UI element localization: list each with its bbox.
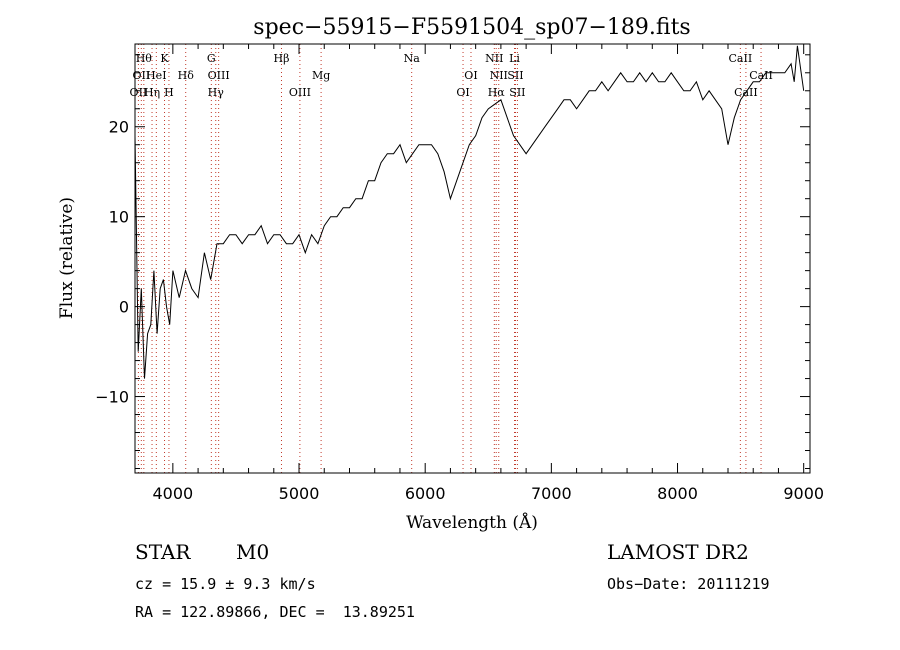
y-tick-label: 20 xyxy=(109,118,129,137)
line-label: OIII xyxy=(208,69,230,82)
x-tick-label: 6000 xyxy=(405,484,446,503)
spectrum-line xyxy=(134,45,805,379)
axes: 4000 5000 6000 7000 8000 9000 −10 0 10 20 xyxy=(95,44,824,503)
x-axis-label: Wavelength (Å) xyxy=(406,512,538,533)
line-label: Hθ xyxy=(136,52,153,65)
line-label: Hβ xyxy=(274,52,290,65)
line-label: Hδ xyxy=(178,69,195,82)
line-label: HeI xyxy=(146,69,166,82)
emission-line-markers xyxy=(137,44,762,473)
line-label: Hη xyxy=(144,86,160,99)
line-label: Hγ xyxy=(208,86,225,99)
line-label: Mg xyxy=(312,69,330,82)
line-label: OII xyxy=(130,86,148,99)
y-tick-label: −10 xyxy=(95,388,129,407)
y-axis-label: Flux (relative) xyxy=(57,197,77,319)
y-tick-label: 10 xyxy=(109,208,129,227)
emission-line-labels: OIIOIIHθHηHeIKHHδGHγOIIIHβOIIIMgNaOIOINI… xyxy=(130,52,773,99)
line-label: OII xyxy=(132,69,150,82)
plot-frame xyxy=(134,43,811,474)
line-label: OI xyxy=(464,69,477,82)
redshift-cz: cz = 15.9 ± 9.3 km/s xyxy=(135,575,316,593)
line-label: NII xyxy=(490,69,508,82)
line-label: SII xyxy=(507,69,523,82)
line-label: G xyxy=(207,52,216,65)
x-tick-label: 4000 xyxy=(152,484,193,503)
chart-title: spec−55915−F5591504_sp07−189.fits xyxy=(253,15,690,40)
x-tick-label: 7000 xyxy=(531,484,572,503)
line-label: K xyxy=(160,52,169,65)
observation-date: Obs−Date: 20111219 xyxy=(607,575,770,593)
x-tick-label: 5000 xyxy=(279,484,320,503)
coordinates: RA = 122.89866, DEC = 13.89251 xyxy=(135,603,415,621)
line-label: SII xyxy=(509,86,525,99)
line-label: Li xyxy=(509,52,520,65)
line-label: OIII xyxy=(289,86,311,99)
y-tick-label: 0 xyxy=(119,298,129,317)
line-label: H xyxy=(164,86,174,99)
line-label: Na xyxy=(404,52,421,65)
line-label: NII xyxy=(485,52,503,65)
object-subclass: M0 xyxy=(236,540,270,564)
line-label: CaII xyxy=(749,69,773,82)
x-tick-label: 9000 xyxy=(783,484,824,503)
object-class: STAR xyxy=(135,540,191,564)
x-tick-label: 8000 xyxy=(657,484,698,503)
line-label: Hα xyxy=(488,86,506,99)
line-label: OI xyxy=(456,86,469,99)
line-label: CaII xyxy=(729,52,753,65)
survey-name: LAMOST DR2 xyxy=(607,540,749,564)
